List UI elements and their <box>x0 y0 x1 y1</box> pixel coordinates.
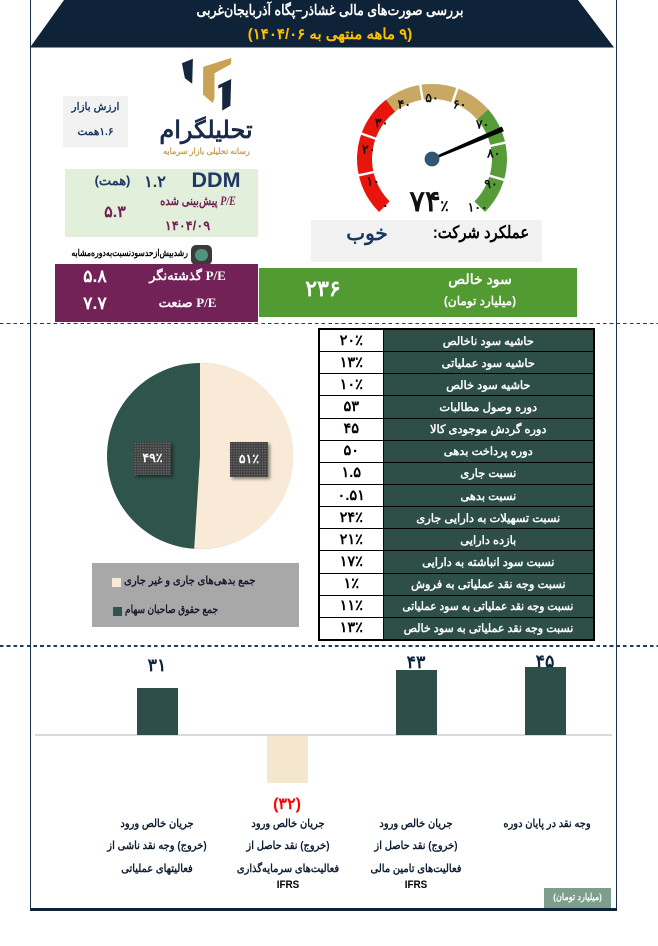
svg-text:۱۰: ۱۰ <box>366 175 379 189</box>
svg-text:۴۰: ۴۰ <box>398 98 411 112</box>
svg-text:۳۰: ۳۰ <box>375 116 388 130</box>
svg-text:۲۰: ۲۰ <box>362 143 375 157</box>
svg-text:۶۰: ۶۰ <box>453 98 466 112</box>
svg-text:۵۰: ۵۰ <box>425 91 438 105</box>
svg-text:۱۰۰: ۱۰۰ <box>468 201 488 215</box>
svg-text:۰: ۰ <box>382 199 389 213</box>
svg-text:۸۰: ۸۰ <box>486 146 500 160</box>
svg-text:۷۰: ۷۰ <box>475 118 489 132</box>
svg-text:۹۰: ۹۰ <box>484 177 497 191</box>
